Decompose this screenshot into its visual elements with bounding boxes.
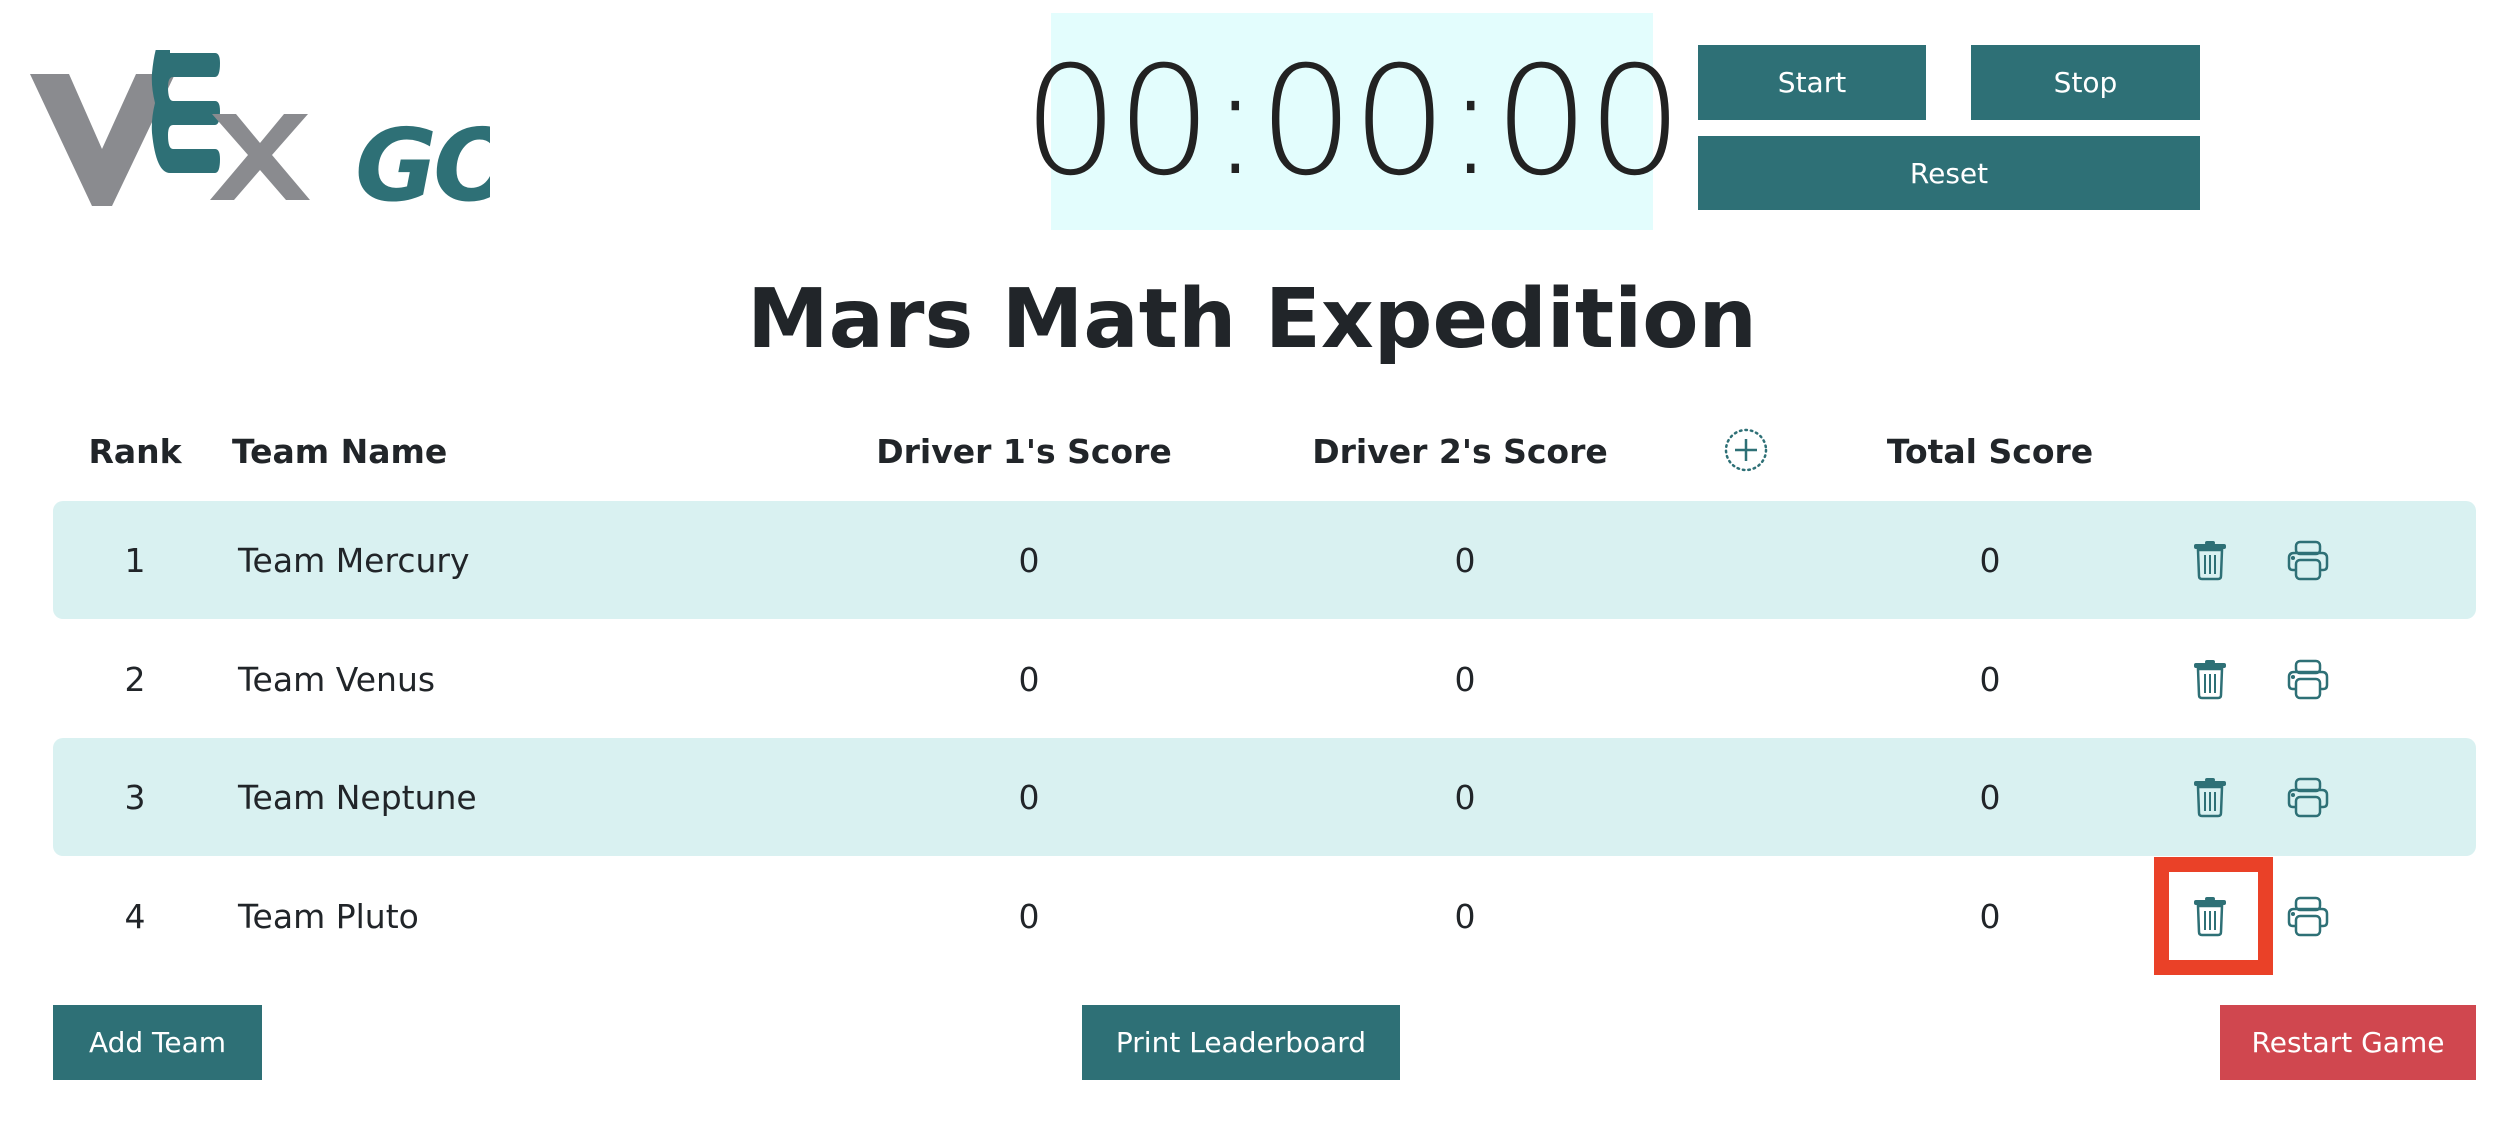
delete-team-trash-icon[interactable] bbox=[2188, 776, 2232, 820]
vex-go-logo: GO bbox=[30, 50, 490, 210]
rank-cell: 1 bbox=[124, 540, 146, 580]
print-team-printer-icon[interactable] bbox=[2286, 776, 2330, 820]
driver2-score-cell[interactable]: 0 bbox=[1454, 540, 1476, 580]
team-name-cell: Team Mercury bbox=[238, 540, 470, 580]
driver2-score-cell[interactable]: 0 bbox=[1454, 896, 1476, 936]
delete-team-trash-icon[interactable] bbox=[2188, 895, 2232, 939]
total-score-cell: 0 bbox=[1979, 659, 2001, 699]
header-team-name: Team Name bbox=[232, 432, 448, 471]
table-row: 2 Team Venus 0 0 0 bbox=[53, 620, 2476, 738]
rank-cell: 3 bbox=[124, 777, 146, 817]
header-total-score: Total Score bbox=[1886, 432, 2094, 471]
driver1-score-cell[interactable]: 0 bbox=[1018, 777, 1040, 817]
reset-button[interactable]: Reset bbox=[1698, 136, 2200, 210]
print-team-printer-icon[interactable] bbox=[2286, 658, 2330, 702]
header-driver2-score: Driver 2's Score bbox=[1312, 432, 1608, 471]
driver1-score-cell[interactable]: 0 bbox=[1018, 896, 1040, 936]
driver2-score-cell[interactable]: 0 bbox=[1454, 659, 1476, 699]
header-driver1-score: Driver 1's Score bbox=[876, 432, 1172, 471]
print-leaderboard-button[interactable]: Print Leaderboard bbox=[1082, 1005, 1400, 1080]
add-column-plus-icon[interactable] bbox=[1724, 428, 1768, 472]
table-row: 4 Team Pluto 0 0 0 bbox=[53, 857, 2476, 975]
table-row: 3 Team Neptune 0 0 0 bbox=[53, 738, 2476, 856]
team-name-cell: Team Neptune bbox=[238, 777, 477, 817]
team-name-cell: Team Pluto bbox=[238, 896, 419, 936]
timer-display: 00:00:00 bbox=[1023, 13, 1683, 230]
team-name-cell: Team Venus bbox=[238, 659, 436, 699]
highlight-box bbox=[2154, 857, 2273, 975]
rank-cell: 2 bbox=[124, 659, 146, 699]
rank-cell: 4 bbox=[124, 896, 146, 936]
add-team-button[interactable]: Add Team bbox=[53, 1005, 262, 1080]
total-score-cell: 0 bbox=[1979, 896, 2001, 936]
stop-button[interactable]: Stop bbox=[1971, 45, 2200, 120]
total-score-cell: 0 bbox=[1979, 540, 2001, 580]
driver1-score-cell[interactable]: 0 bbox=[1018, 540, 1040, 580]
svg-text:GO: GO bbox=[355, 107, 490, 210]
driver1-score-cell[interactable]: 0 bbox=[1018, 659, 1040, 699]
header-rank: Rank bbox=[88, 432, 182, 471]
delete-team-trash-icon[interactable] bbox=[2188, 658, 2232, 702]
delete-team-trash-icon[interactable] bbox=[2188, 539, 2232, 583]
print-team-printer-icon[interactable] bbox=[2286, 539, 2330, 583]
print-team-printer-icon[interactable] bbox=[2286, 895, 2330, 939]
total-score-cell: 0 bbox=[1979, 777, 2001, 817]
restart-game-button[interactable]: Restart Game bbox=[2220, 1005, 2476, 1080]
start-button[interactable]: Start bbox=[1698, 45, 1926, 120]
driver2-score-cell[interactable]: 0 bbox=[1454, 777, 1476, 817]
table-row: 1 Team Mercury 0 0 0 bbox=[53, 501, 2476, 619]
page-title: Mars Math Expedition bbox=[747, 272, 1757, 367]
